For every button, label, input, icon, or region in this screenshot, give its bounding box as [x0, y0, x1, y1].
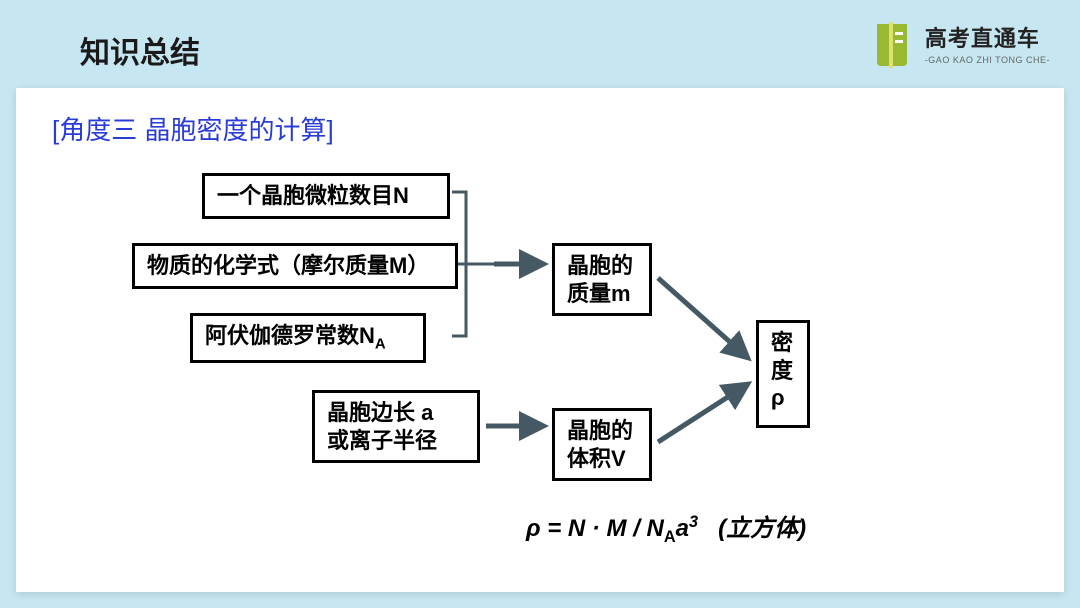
flow-node-n1: 一个晶胞微粒数目N — [202, 173, 450, 219]
slide-page: 知识总结 高考直通车 -GAO KAO ZHI TONG CHE- [角度三 晶… — [0, 0, 1080, 608]
flow-node-n4: 晶胞边长 a或离子半径 — [312, 390, 480, 463]
slide-header: 知识总结 高考直通车 -GAO KAO ZHI TONG CHE- — [0, 0, 1080, 80]
flow-node-v: 晶胞的体积V — [552, 408, 652, 481]
page-title: 知识总结 — [80, 28, 200, 72]
density-formula: ρ = N · M / NAa3 (立方体) — [526, 508, 806, 547]
brand-subtitle: -GAO KAO ZHI TONG CHE- — [925, 55, 1050, 65]
brand-text-wrap: 高考直通车 -GAO KAO ZHI TONG CHE- — [925, 21, 1050, 65]
flow-node-n3: 阿伏伽德罗常数NA — [190, 313, 426, 363]
flow-node-n2: 物质的化学式（摩尔质量M） — [132, 243, 458, 289]
content-panel: [角度三 晶胞密度的计算] 一个晶胞微粒数目N物质的化学式（摩尔质量M）阿伏伽德… — [16, 88, 1064, 592]
flow-node-rho: 密度ρ — [756, 320, 810, 428]
flowchart-diagram: 一个晶胞微粒数目N 物质的化学式（摩尔质量M） 阿伏伽德罗常数NA 晶胞边长 a或离子… — [16, 88, 1064, 592]
flow-node-m: 晶胞的质量m — [552, 243, 652, 316]
brand: 高考直通车 -GAO KAO ZHI TONG CHE- — [871, 18, 1050, 68]
brand-logo-icon — [871, 18, 915, 68]
brand-name: 高考直通车 — [925, 21, 1050, 53]
